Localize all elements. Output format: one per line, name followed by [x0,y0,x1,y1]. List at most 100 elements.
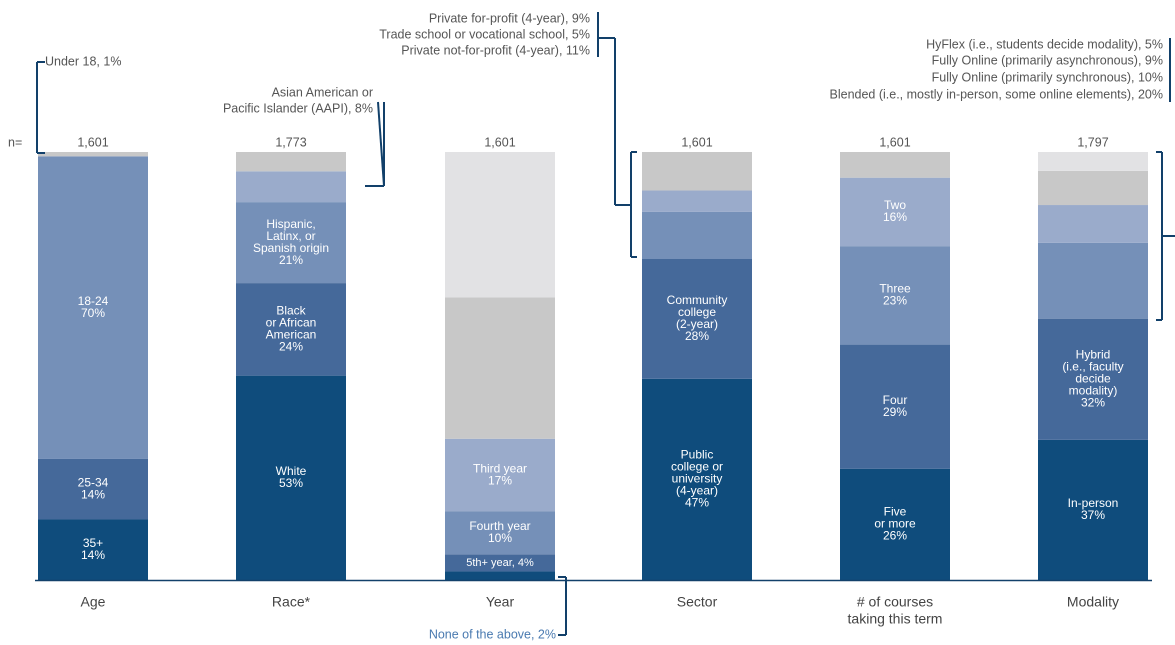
segment-label: Spanish origin [253,241,329,255]
bar-segment [642,152,752,191]
segment-label: In-person [1068,496,1119,510]
category-label: taking this term [848,611,943,627]
segment-label: Four [883,393,908,407]
callout-label: Fully Online (primarily asynchronous), 9… [932,53,1163,67]
bar-segment [840,152,950,178]
segment-label: White [276,464,307,478]
bar-segment [38,156,148,459]
segment-label: American [266,328,317,342]
segment-label: 28% [685,329,709,343]
segment-label: 47% [685,496,709,510]
bar-segment [1038,242,1148,319]
segment-label: (i.e., faculty [1062,359,1123,373]
callout-label: Private for-profit (4-year), 9% [429,11,590,25]
segment-label: 37% [1081,508,1105,522]
bar-segment [1038,439,1148,580]
bar-segment [236,202,346,284]
segment-label: or African [266,316,317,330]
segment-label: 10% [488,531,512,545]
n-label: n= [8,135,22,149]
segment-label: 24% [279,340,303,354]
bar-segment [642,378,752,580]
callout-label: Trade school or vocational school, 5% [379,27,590,41]
bar-segment [445,438,555,512]
n-value: 1,601 [77,135,108,149]
bar-segment [1038,318,1148,440]
bar-segment [642,190,752,212]
category-label: Age [81,594,106,610]
callout-label: Fully Online (primarily synchronous), 10… [932,70,1163,84]
bar-segment [1038,170,1148,206]
bar-segment [1038,205,1148,243]
bar-segment [236,283,346,376]
bar-segment [840,468,950,580]
segment-label: Three [879,282,911,296]
callout-label: Asian American or [272,85,373,99]
segment-label: Five [884,505,907,519]
segment-label: 23% [883,294,907,308]
category-label: Modality [1067,594,1119,610]
bar-segment [445,554,555,572]
segment-label: or more [874,517,916,531]
segment-label: 32% [1081,395,1105,409]
segment-label: Black [276,304,306,318]
callout-label: Pacific Islander (AAPI), 8% [223,101,373,115]
bar-segment [445,297,555,439]
bracket [377,101,385,187]
segment-label: Community [667,293,728,307]
segment-label: 14% [81,548,105,562]
n-value: 1,601 [484,135,515,149]
segment-label: college [678,305,716,319]
segment-label: decide [1075,371,1111,385]
category-label: Year [486,594,515,610]
segment-label: Fourth year [469,519,530,533]
segment-label: 35+ [83,536,103,550]
category-label: Race* [272,594,311,610]
n-value: 1,601 [879,135,910,149]
bar-segment [445,511,555,555]
bar-segment [840,177,950,247]
segment-label: 5th+ year, 4% [466,557,534,569]
bar-segment [445,571,555,580]
callout-label: None of the above, 2% [429,627,556,641]
segment-label: 17% [488,473,512,487]
bar-segment [38,519,148,580]
segment-label: Two [884,198,906,212]
segment-label: 16% [883,210,907,224]
bar-segment [236,375,346,580]
callout-label: Blended (i.e., mostly in-person, some on… [830,87,1164,101]
segment-label: Hispanic, [266,217,315,231]
bar-segment [642,259,752,379]
bar-segment [642,211,752,259]
n-value: 1,773 [275,135,306,149]
segment-label: 21% [279,253,303,267]
segment-label: 18-24 [78,294,109,308]
bar-segment [840,344,950,469]
bar-segment [840,246,950,345]
callout-label: HyFlex (i.e., students decide modality),… [926,37,1163,51]
category-label: Sector [677,594,718,610]
bar-segment [1038,152,1148,171]
segment-label: 70% [81,306,105,320]
segment-label: Latinx, or [266,229,315,243]
bar-segment [38,458,148,520]
segment-label: Hybrid [1076,347,1111,361]
segment-label: 26% [883,529,907,543]
segment-label: (2-year) [676,317,718,331]
bar-segment [236,152,346,172]
bar-segment [236,171,346,203]
n-value: 1,601 [681,135,712,149]
segment-label: modality) [1069,383,1118,397]
segment-label: 14% [81,487,105,501]
bar-segment [38,152,148,157]
bar-segment [445,152,555,298]
segment-label: (4-year) [676,484,718,498]
segment-label: 29% [883,405,907,419]
segment-label: 53% [279,476,303,490]
category-label: # of courses [857,594,933,610]
segment-label: Public [681,448,714,462]
callout-label: Under 18, 1% [45,54,121,68]
segment-label: 25-34 [78,475,109,489]
n-value: 1,797 [1077,135,1108,149]
